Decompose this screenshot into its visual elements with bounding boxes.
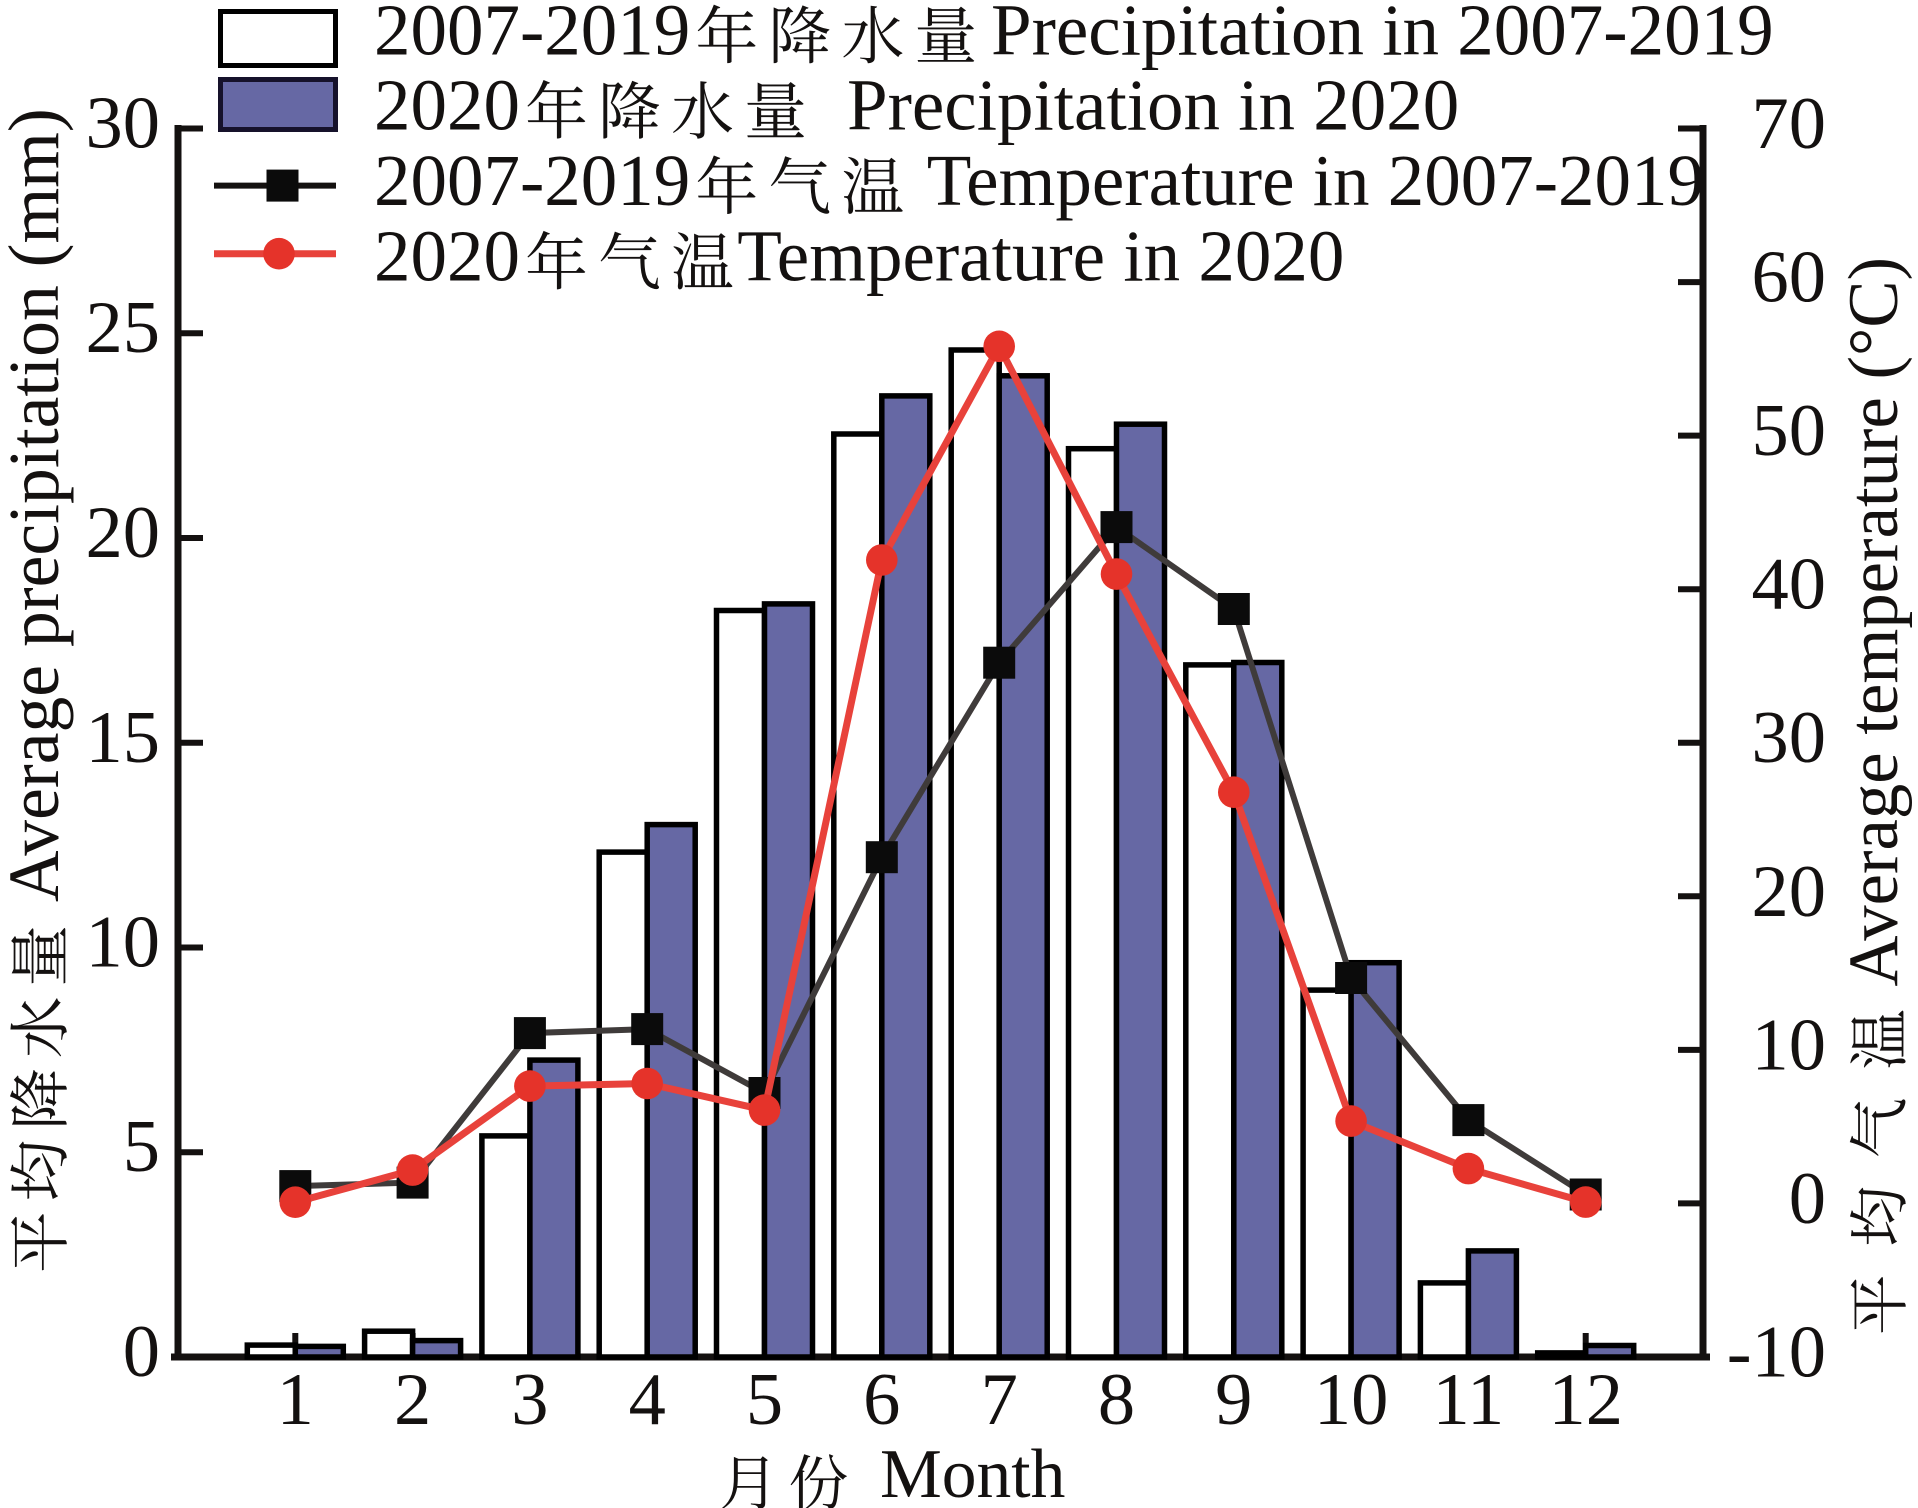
- svg-text:Average precipitation (mm): Average precipitation (mm): [0, 108, 74, 902]
- svg-text:25: 25: [86, 287, 161, 369]
- svg-text:Temperature in 2020: Temperature in 2020: [737, 216, 1344, 297]
- svg-text:15: 15: [86, 697, 161, 779]
- svg-text:30: 30: [86, 83, 161, 165]
- svg-text:Precipitation in 2020: Precipitation in 2020: [847, 65, 1459, 146]
- svg-text:3: 3: [511, 1359, 548, 1441]
- svg-text:5: 5: [123, 1106, 160, 1188]
- svg-text:6: 6: [863, 1359, 900, 1441]
- svg-text:1: 1: [277, 1359, 314, 1441]
- svg-text:Average temperature (°C): Average temperature (°C): [1835, 257, 1913, 987]
- svg-text:20: 20: [1752, 851, 1827, 933]
- svg-text:0: 0: [123, 1311, 160, 1393]
- svg-text:9: 9: [1215, 1359, 1252, 1441]
- svg-text:40: 40: [1752, 544, 1827, 626]
- svg-text:2: 2: [394, 1359, 431, 1441]
- svg-text:30: 30: [1752, 697, 1827, 779]
- svg-text:10: 10: [1752, 1004, 1827, 1086]
- svg-text:Precipitation in 2007-2019: Precipitation in 2007-2019: [991, 0, 1774, 70]
- svg-text:2020: 2020: [374, 65, 520, 146]
- svg-text:7: 7: [981, 1359, 1018, 1441]
- svg-text:12: 12: [1548, 1359, 1623, 1441]
- svg-text:10: 10: [1314, 1359, 1389, 1441]
- svg-text:-10: -10: [1727, 1312, 1826, 1394]
- svg-text:8: 8: [1098, 1359, 1135, 1441]
- svg-text:2007-2019: 2007-2019: [374, 0, 690, 70]
- svg-text:70: 70: [1752, 83, 1827, 165]
- svg-text:20: 20: [86, 492, 161, 574]
- svg-text:50: 50: [1752, 390, 1827, 472]
- svg-text:0: 0: [1789, 1158, 1826, 1240]
- svg-text:2020: 2020: [374, 216, 520, 297]
- svg-text:11: 11: [1433, 1359, 1505, 1441]
- svg-text:10: 10: [86, 902, 161, 984]
- svg-text:5: 5: [746, 1359, 783, 1441]
- svg-text:2007-2019: 2007-2019: [374, 140, 690, 221]
- svg-text:Temperature in 2007-2019: Temperature in 2007-2019: [927, 140, 1704, 221]
- svg-text:4: 4: [629, 1359, 666, 1441]
- svg-text:60: 60: [1752, 237, 1827, 319]
- svg-text:Month: Month: [880, 1436, 1065, 1508]
